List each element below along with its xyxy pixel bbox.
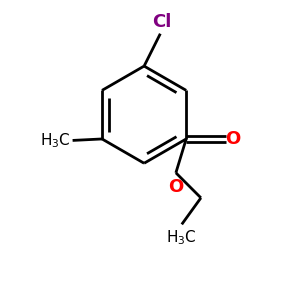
Text: Cl: Cl [152, 13, 172, 31]
Text: $\mathdefault{H_3C}$: $\mathdefault{H_3C}$ [167, 229, 197, 248]
Text: $\mathdefault{H_3C}$: $\mathdefault{H_3C}$ [40, 131, 70, 150]
Text: O: O [168, 178, 184, 196]
Text: O: O [225, 130, 240, 148]
